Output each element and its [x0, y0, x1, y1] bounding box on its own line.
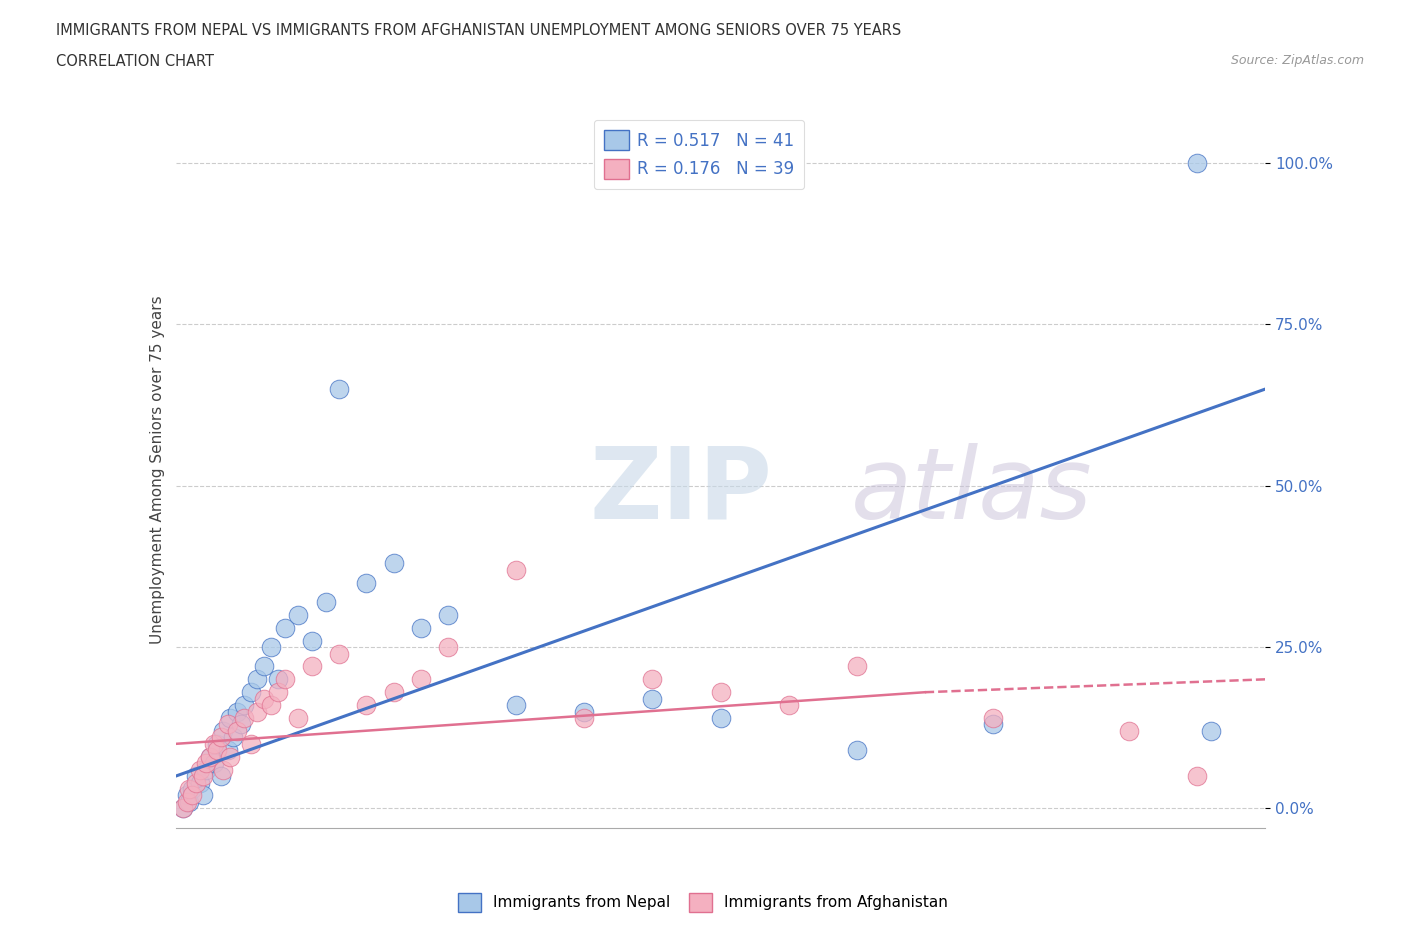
Point: [301, 659, 323, 674]
Point: [176, 794, 198, 809]
Point: [181, 781, 204, 796]
Point: [226, 724, 249, 738]
Point: [267, 671, 290, 686]
Point: [1187, 155, 1209, 170]
Point: [246, 704, 269, 719]
Text: IMMIGRANTS FROM NEPAL VS IMMIGRANTS FROM AFGHANISTAN UNEMPLOYMENT AMONG SENIORS : IMMIGRANTS FROM NEPAL VS IMMIGRANTS FROM…: [56, 23, 901, 38]
Point: [382, 684, 405, 699]
Point: [409, 671, 432, 686]
Legend: Immigrants from Nepal, Immigrants from Afghanistan: Immigrants from Nepal, Immigrants from A…: [451, 887, 955, 918]
Point: [176, 788, 198, 803]
Point: [205, 737, 228, 751]
Point: [356, 575, 378, 590]
Point: [179, 781, 201, 796]
Point: [356, 698, 378, 712]
Point: [219, 711, 242, 725]
Point: [274, 671, 297, 686]
Text: Source: ZipAtlas.com: Source: ZipAtlas.com: [1230, 54, 1364, 67]
Point: [222, 730, 245, 745]
Point: [437, 640, 460, 655]
Point: [981, 711, 1004, 725]
Point: [186, 769, 208, 784]
Point: [641, 691, 664, 706]
Point: [287, 607, 309, 622]
Point: [260, 698, 283, 712]
Point: [209, 769, 232, 784]
Point: [191, 769, 214, 784]
Point: [315, 594, 337, 609]
Point: [202, 756, 225, 771]
Point: [328, 381, 350, 396]
Point: [194, 763, 217, 777]
Text: ZIP: ZIP: [591, 443, 773, 539]
Point: [778, 698, 800, 712]
Point: [179, 794, 201, 809]
Point: [253, 659, 276, 674]
Point: [505, 563, 527, 578]
Point: [231, 717, 253, 732]
Point: [181, 788, 204, 803]
Point: [260, 640, 283, 655]
Text: atlas: atlas: [852, 443, 1092, 539]
Point: [186, 775, 208, 790]
Point: [202, 737, 225, 751]
Point: [328, 646, 350, 661]
Point: [209, 730, 232, 745]
Point: [232, 711, 254, 725]
Point: [710, 684, 733, 699]
Legend: R = 0.517   N = 41, R = 0.176   N = 39: R = 0.517 N = 41, R = 0.176 N = 39: [593, 120, 804, 189]
Point: [212, 724, 235, 738]
Point: [1187, 769, 1209, 784]
Point: [172, 801, 194, 816]
Point: [301, 633, 323, 648]
Point: [981, 717, 1004, 732]
Point: [253, 691, 276, 706]
Point: [188, 775, 211, 790]
Y-axis label: Unemployment Among Seniors over 75 years: Unemployment Among Seniors over 75 years: [149, 296, 165, 644]
Point: [409, 620, 432, 635]
Text: CORRELATION CHART: CORRELATION CHART: [56, 54, 214, 69]
Point: [845, 659, 868, 674]
Point: [641, 671, 664, 686]
Point: [226, 704, 249, 719]
Point: [198, 750, 221, 764]
Point: [219, 750, 242, 764]
Point: [437, 607, 460, 622]
Point: [198, 750, 221, 764]
Point: [212, 763, 235, 777]
Point: [232, 698, 254, 712]
Point: [267, 684, 290, 699]
Point: [1118, 724, 1140, 738]
Point: [246, 671, 269, 686]
Point: [239, 737, 262, 751]
Point: [574, 711, 596, 725]
Point: [1199, 724, 1222, 738]
Point: [574, 704, 596, 719]
Point: [172, 801, 194, 816]
Point: [205, 743, 228, 758]
Point: [217, 743, 239, 758]
Point: [194, 756, 217, 771]
Point: [188, 763, 211, 777]
Point: [505, 698, 527, 712]
Point: [274, 620, 297, 635]
Point: [239, 684, 262, 699]
Point: [845, 743, 868, 758]
Point: [287, 711, 309, 725]
Point: [382, 556, 405, 571]
Point: [191, 788, 214, 803]
Point: [710, 711, 733, 725]
Point: [217, 717, 239, 732]
